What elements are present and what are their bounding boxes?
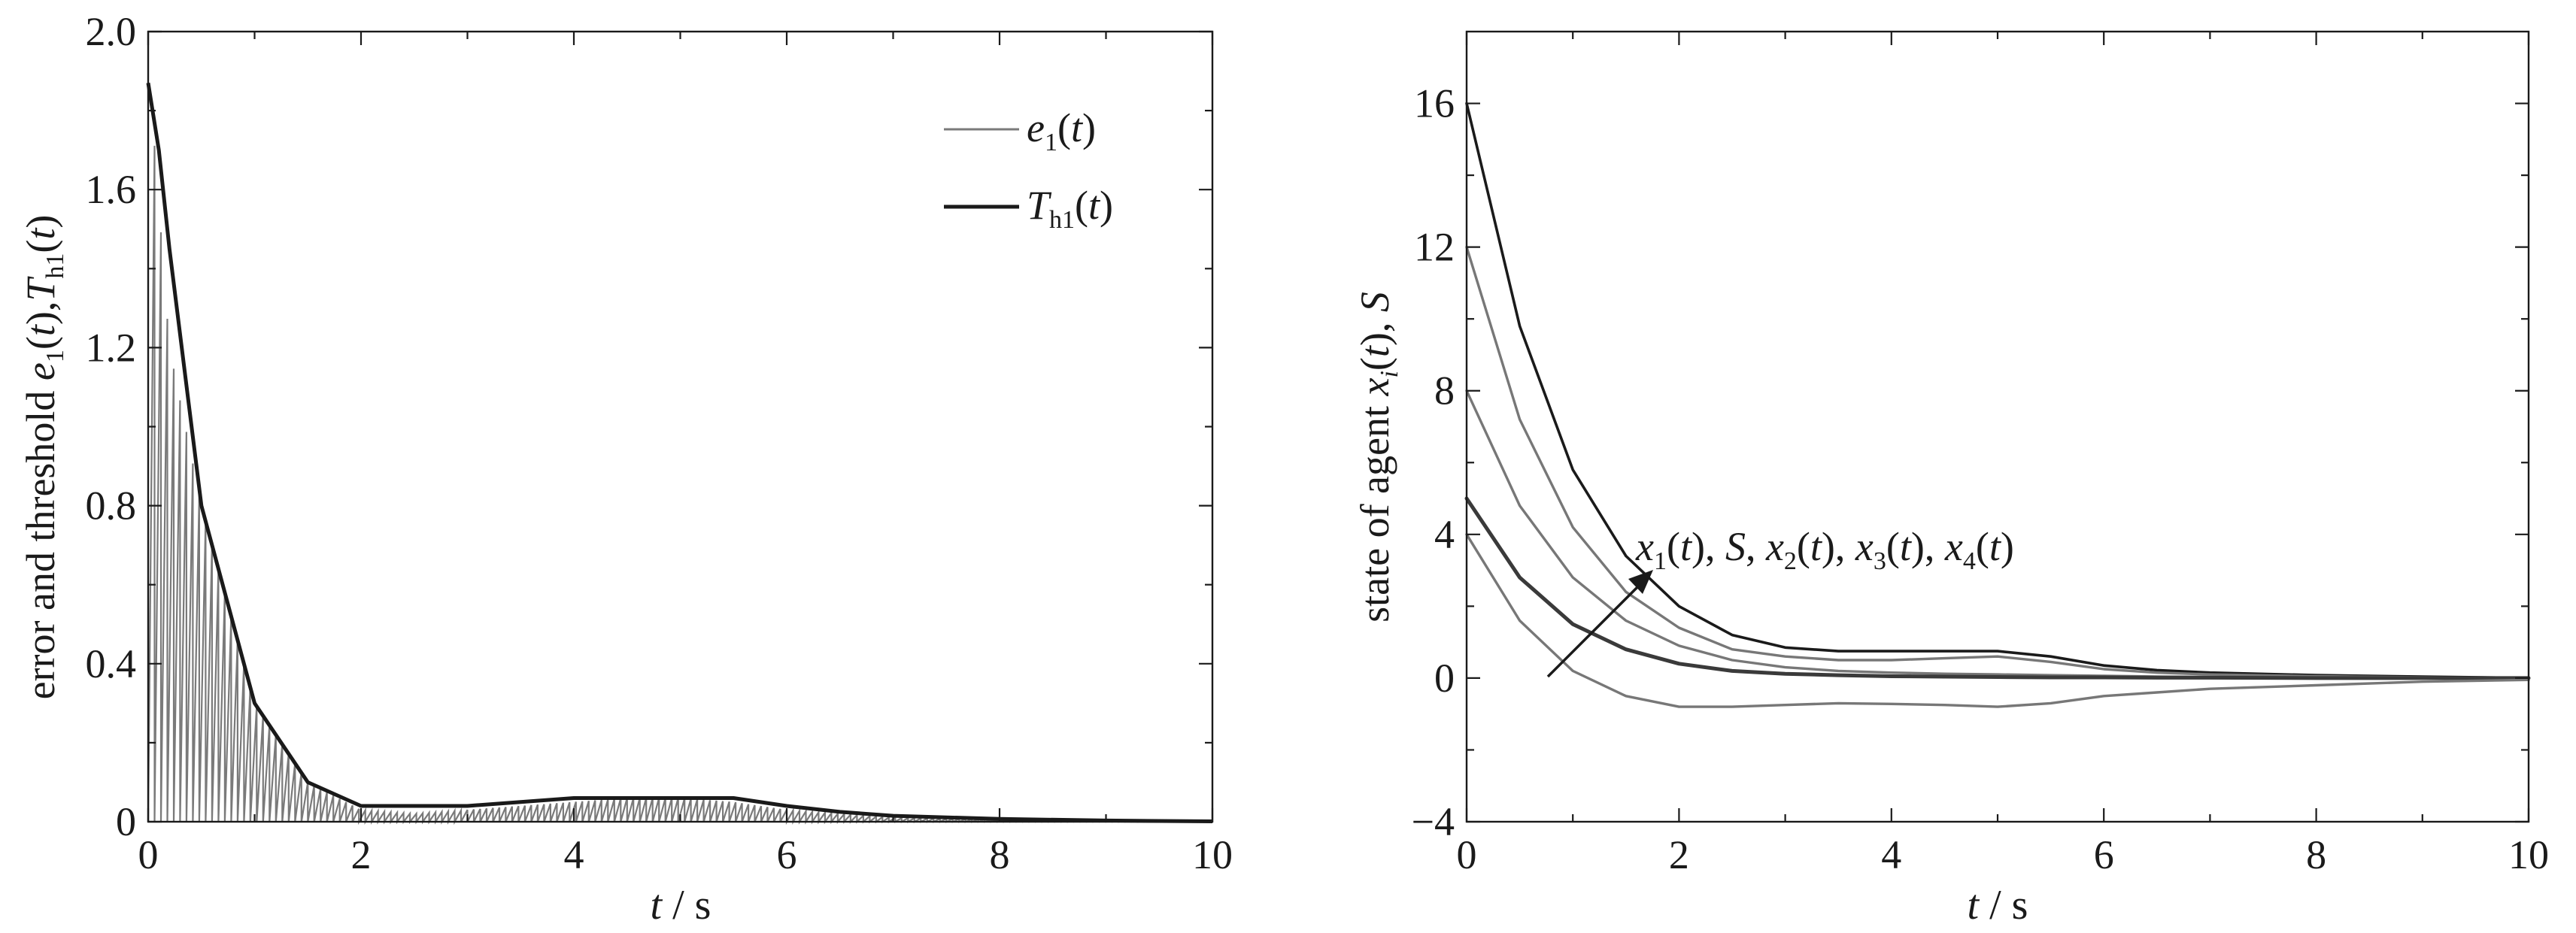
right-plot-lines (1464, 101, 2531, 708)
series-th1-line (146, 82, 1213, 823)
right-y-tick-label: 16 (1414, 81, 1455, 126)
right-y-tick-label: 8 (1434, 368, 1455, 413)
left-y-tick-label: 1.6 (86, 167, 137, 212)
right-x-tick-label: 4 (1881, 832, 1901, 877)
agent-state-line-2 (1465, 245, 2530, 680)
right-y-tick-label: 4 (1434, 512, 1455, 557)
left-y-tick-label: 0.4 (86, 641, 137, 686)
annotation-label: x1(t), S, x2(t), x3(t), x4(t) (1635, 524, 2014, 575)
annotation-arrow (1546, 570, 1653, 678)
left-x-axis-label: t / s (651, 882, 712, 928)
left-y-tick-label: 0 (116, 799, 136, 844)
agent-state-line-1 (1465, 101, 2530, 680)
right-y-tick-label: 12 (1414, 225, 1455, 270)
left-y-tick-label: 1.2 (86, 325, 137, 370)
right-x-tick-label: 6 (2094, 832, 2114, 877)
left-x-tick-label: 2 (351, 832, 372, 877)
agent-state-line-5 (1465, 533, 2530, 708)
left-y-tick-label: 0.8 (86, 483, 137, 529)
left-chart-panel: 0 2 4 6 8 10 0 0.4 0.8 1.2 1.6 2.0 e1(t) Th1(t) t /… (18, 9, 1233, 928)
left-x-tick-label: 4 (564, 832, 584, 877)
right-x-tick-label: 0 (1457, 832, 1477, 877)
legend: e1(t) Th1(t) (944, 105, 1113, 234)
left-x-tick-label: 10 (1192, 832, 1233, 877)
agent-state-line-4 (1464, 496, 2531, 680)
legend-label-th1: Th1(t) (1027, 183, 1113, 234)
left-plot-lines (146, 82, 1213, 825)
right-x-tick-label: 8 (2306, 832, 2326, 877)
legend-label-e1: e1(t) (1027, 105, 1096, 156)
right-plot-frame (1465, 30, 2530, 823)
left-y-axis-label: error and threshold e1(t),Th1(t) (18, 215, 69, 700)
left-y-tick-label: 2.0 (86, 9, 137, 54)
left-x-tick-label: 0 (138, 832, 159, 877)
left-axes: 0 2 4 6 8 10 0 0.4 0.8 1.2 1.6 2.0 (86, 9, 1233, 877)
series-e1-line (147, 145, 1213, 825)
left-x-tick-label: 8 (990, 832, 1010, 877)
left-x-tick-label: 6 (777, 832, 797, 877)
right-y-tick-label: 0 (1434, 656, 1455, 701)
right-x-axis-label: t / s (1968, 882, 2028, 928)
right-y-axis-label: state of agent xi(t), S (1352, 292, 1403, 623)
right-y-tick-label: −4 (1412, 799, 1455, 844)
right-x-tick-label: 2 (1669, 832, 1689, 877)
right-x-tick-label: 10 (2508, 832, 2549, 877)
